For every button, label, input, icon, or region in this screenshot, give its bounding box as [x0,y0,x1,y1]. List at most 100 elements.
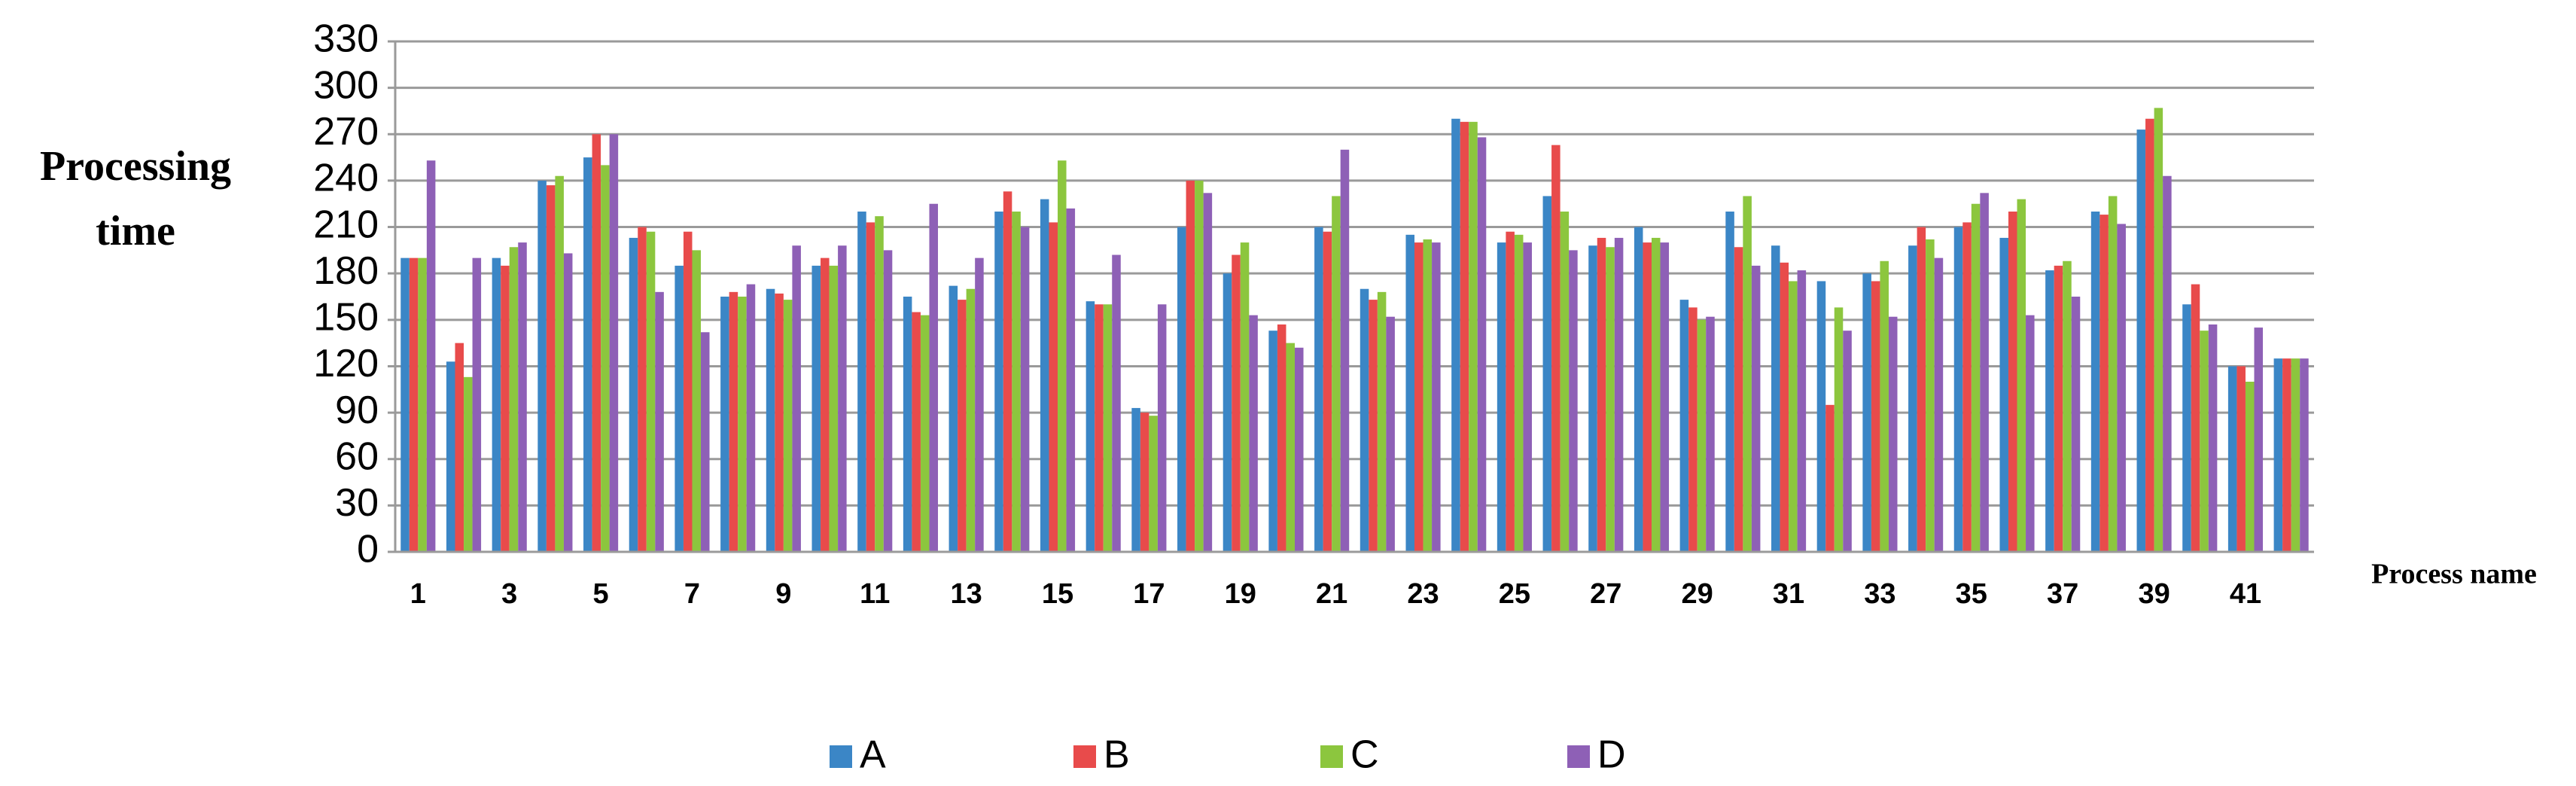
x-tick-label: 11 [860,578,890,610]
bar [783,300,793,552]
bar [1223,273,1232,552]
bar [1386,316,1395,552]
bar [2045,270,2054,552]
bar [1551,145,1561,552]
y-tick-label: 330 [313,17,379,61]
bar [1460,121,1469,552]
bar [1797,270,1807,552]
bar [1020,227,1030,552]
bar [2054,265,2063,552]
bar [1679,300,1689,552]
bar [1240,242,1250,552]
x-tick-label: 1 [410,578,426,610]
bar [1569,250,1578,552]
x-tick-label: 31 [1773,578,1804,610]
x-tick-label: 13 [950,578,982,610]
bar [601,165,610,552]
y-tick-label: 210 [313,203,379,246]
x-tick-label: 3 [501,578,517,610]
bar [1888,316,1898,552]
bar [646,231,656,552]
bar [2026,315,2035,552]
bar [1688,307,1698,552]
bar [492,257,501,552]
y-tick-label: 180 [313,249,379,293]
bar [1451,118,1460,552]
x-tick-label: 19 [1225,578,1256,610]
bar [1789,281,1798,552]
bar [738,297,747,552]
bar [1843,331,1852,552]
bar [1414,242,1423,552]
bar [1012,212,1021,552]
y-tick-label: 150 [313,296,379,340]
bar [446,361,455,552]
bar [1095,304,1104,552]
bar [2099,215,2109,552]
bar [1514,234,1524,552]
bar [2300,358,2309,552]
bar [1066,208,1076,552]
bar [1834,307,1844,552]
bar [1971,203,1981,552]
bar [792,245,801,552]
bar [1999,237,2008,552]
bar [1103,304,1113,552]
bar [1340,149,1350,552]
bar [400,257,410,552]
bar [1058,160,1067,552]
x-tick-label: 9 [775,578,791,610]
bar [1377,291,1387,552]
bar [1980,193,1989,552]
bar [2254,328,2264,552]
bar [2291,358,2300,552]
bar [555,175,564,552]
bar [1771,245,1780,552]
bar [1369,300,1378,552]
x-tick-label: 41 [2230,578,2261,610]
bar [2145,118,2154,552]
bar [2227,366,2237,552]
bar [1697,319,1707,552]
y-tick-label: 30 [335,481,379,525]
y-tick-label: 90 [335,388,379,432]
bar [1734,247,1743,552]
bar [1249,315,1258,552]
bar [903,297,912,552]
bar [501,265,510,552]
bar [455,343,464,552]
bar [920,315,930,552]
bar [1880,260,1889,552]
bar [683,231,693,552]
bar [1332,196,1341,552]
bar [929,203,939,552]
bar [546,185,556,552]
bar [1286,343,1295,552]
bar [1086,301,1095,552]
bar [1140,413,1149,552]
bar [1277,324,1286,552]
bar [1506,231,1515,552]
bar [1953,227,1963,552]
bar [1149,416,1158,552]
bar [1614,237,1624,552]
bar [1706,316,1715,552]
x-tick-label: 35 [1956,578,1987,610]
bar [1405,234,1415,552]
bar [2282,358,2291,552]
bar [1203,193,1213,552]
bar [2208,324,2218,552]
bar [1049,222,1058,552]
bar [509,247,519,552]
y-tick-label: 270 [313,110,379,154]
y-tick-label: 60 [335,434,379,478]
bar [975,257,984,552]
bar [638,227,647,552]
bar [655,291,664,552]
bar [1003,191,1012,553]
bar [1871,281,1880,552]
x-tick-label: 39 [2138,578,2170,610]
bar [883,250,893,552]
bar [2108,196,2118,552]
